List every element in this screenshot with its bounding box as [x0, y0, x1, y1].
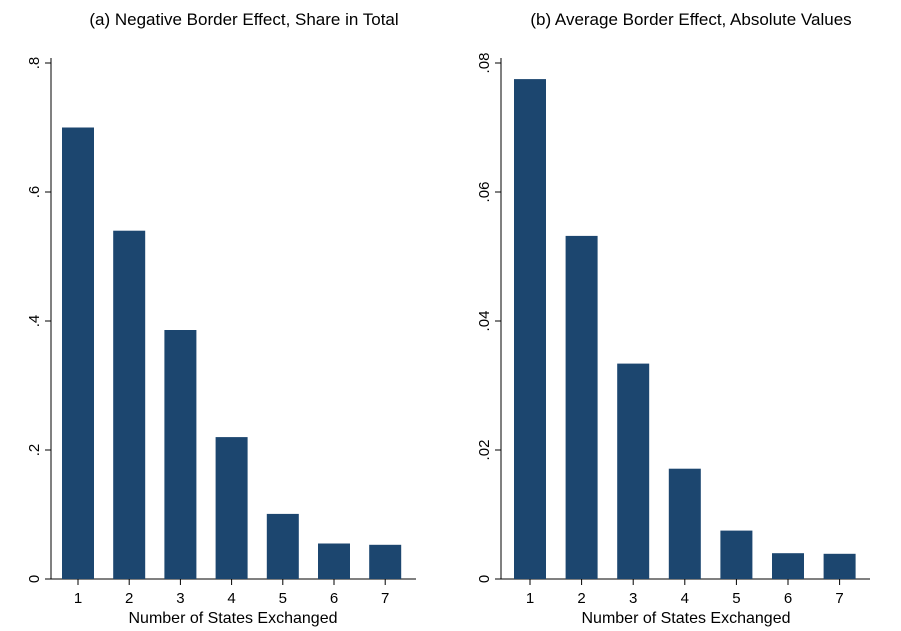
panel-a-x-axis-label: Number of States Exchanged	[128, 610, 337, 627]
panel-a-x-tick-label-2: 2	[125, 590, 133, 607]
panel-b-bar-2	[565, 235, 598, 579]
panel-a-y-tick-label-0: 0	[26, 575, 43, 583]
panel-b-y-tick-label-0: 0	[476, 575, 493, 583]
panel-a-bar-7	[369, 544, 402, 579]
panel-a-x-tick-label-4: 4	[227, 590, 235, 607]
panel-a-x-tick-label-3: 3	[176, 590, 184, 607]
panel-b-x-tick-label-1: 1	[526, 590, 534, 607]
panel-b-y-tick-label-1: .02	[476, 440, 493, 461]
panel-a-bar-6	[318, 543, 350, 579]
panel-a-x-tick-label-6: 6	[330, 590, 338, 607]
panel-b-y-tick-label-3: .06	[476, 182, 493, 203]
panel-b-y-tick-label-4: .08	[476, 53, 493, 74]
panel-a-x-tick-label-5: 5	[279, 590, 287, 607]
panel-a-y-tick-label-4: .8	[26, 57, 43, 70]
panel-a-bar-1	[62, 127, 94, 579]
panel-b-title: (b) Average Border Effect, Absolute Valu…	[530, 10, 851, 29]
panel-b-x-ticks: 1 2 3 4 5 6 7	[526, 579, 844, 607]
panel-b-bar-7	[823, 553, 856, 579]
panel-b-bars	[514, 79, 856, 579]
panel-a-bar-5	[266, 513, 299, 579]
panel-a-x-tick-label-7: 7	[381, 590, 389, 607]
panel-b-bar-4	[668, 468, 701, 579]
panel-b-bar-5	[720, 530, 753, 579]
panel-a-y-tick-label-1: .2	[26, 444, 43, 457]
panel-a-bar-2	[113, 230, 146, 579]
panel-b-x-axis-label: Number of States Exchanged	[581, 610, 790, 627]
panel-b-x-tick-label-7: 7	[835, 590, 843, 607]
panel-b-x-tick-label-5: 5	[732, 590, 740, 607]
panel-a-bars	[62, 127, 402, 579]
panel-b-bar-3	[617, 363, 650, 579]
panel-b-y-tick-label-2: .04	[476, 311, 493, 332]
panel-a-x-ticks: 1 2 3 4 5 6 7	[74, 579, 389, 607]
panel-b-x-tick-label-3: 3	[629, 590, 637, 607]
panel-a-x-tick-label-1: 1	[74, 590, 82, 607]
panel-b-x-tick-label-4: 4	[681, 590, 689, 607]
panel-a-y-tick-label-2: .4	[26, 315, 43, 328]
panel-a-bar-4	[215, 437, 248, 579]
panel-b-x-tick-label-2: 2	[577, 590, 585, 607]
panel-a-chart: (a) Negative Border Effect, Share in Tot…	[26, 10, 416, 627]
panel-b-y-ticks: 0 .02 .04 .06 .08	[476, 53, 501, 583]
panel-b-chart: (b) Average Border Effect, Absolute Valu…	[476, 10, 870, 627]
panel-b-x-tick-label-6: 6	[784, 590, 792, 607]
panel-b-bar-1	[514, 79, 546, 579]
panel-b-bar-6	[772, 553, 804, 579]
panel-a-y-tick-label-3: .6	[26, 186, 43, 199]
panel-a-bar-3	[164, 330, 197, 579]
panel-a-y-ticks: 0 .2 .4 .6 .8	[26, 57, 51, 583]
panel-a-title: (a) Negative Border Effect, Share in Tot…	[89, 10, 398, 29]
